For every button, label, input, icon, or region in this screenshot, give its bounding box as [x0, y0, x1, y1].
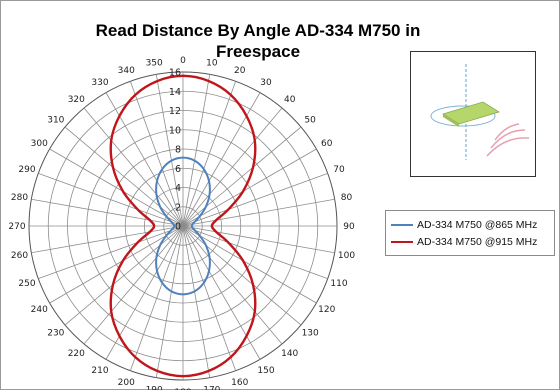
- grid-spoke: [129, 225, 184, 371]
- series-line-0: [155, 156, 211, 296]
- rfid-tag-radiation-icon: [410, 51, 536, 177]
- angle-tick-label: 50: [304, 115, 316, 125]
- grid-spoke: [182, 198, 335, 227]
- angle-tick-label: 350: [146, 59, 163, 69]
- radial-tick-label: 8: [175, 145, 181, 156]
- angle-tick-label: 240: [31, 305, 48, 315]
- angle-tick-label: 0: [180, 56, 186, 66]
- chart-title-line-1: Read Distance By Angle AD-334 M750 in: [96, 21, 421, 40]
- grid-spoke: [38, 172, 184, 227]
- radial-tick-label: 10: [169, 125, 181, 136]
- angle-tick-label: 140: [281, 349, 298, 359]
- angle-tick-label: 270: [8, 222, 25, 232]
- legend: AD-334 M750 @865 MHz AD-334 M750 @915 MH…: [385, 210, 555, 256]
- grid-spoke: [129, 81, 184, 227]
- grid-spoke: [182, 225, 211, 378]
- grid-spoke: [31, 198, 184, 227]
- radiation-wave-3: [486, 137, 530, 157]
- angle-tick-label: 200: [118, 378, 135, 388]
- radial-tick-label: 0: [175, 222, 181, 233]
- legend-item-865: AD-334 M750 @865 MHz: [391, 218, 537, 232]
- angle-tick-label: 20: [234, 66, 246, 76]
- grid-spoke: [49, 225, 184, 304]
- angle-tick-label: 30: [260, 78, 272, 88]
- angle-tick-label: 190: [146, 385, 163, 390]
- grid-spoke: [155, 225, 184, 378]
- angle-tick-label: 230: [47, 329, 64, 339]
- grid-spoke: [64, 126, 184, 227]
- radiation-wave-2: [490, 129, 526, 149]
- angle-tick-label: 260: [11, 251, 28, 261]
- tag-body: [442, 101, 500, 125]
- legend-item-915: AD-334 M750 @915 MHz: [391, 235, 537, 249]
- angle-tick-label: 40: [284, 95, 296, 105]
- grid-spoke: [182, 126, 302, 227]
- grid-spoke: [182, 225, 237, 371]
- grid-spoke: [182, 107, 283, 227]
- angle-tick-label: 250: [18, 279, 35, 289]
- illustration-graphic: [430, 64, 530, 160]
- angle-tick-label: 280: [11, 193, 28, 203]
- grid-spoke: [182, 81, 237, 227]
- legend-label-865: AD-334 M750 @865 MHz: [417, 219, 538, 231]
- series-lines: [109, 74, 257, 378]
- grid-spoke: [182, 172, 328, 227]
- radial-tick-label: 2: [175, 202, 181, 213]
- grid-spoke: [182, 225, 335, 254]
- angle-tick-label: 330: [91, 78, 108, 88]
- angle-tick-label: 180: [174, 388, 191, 390]
- radiation-wave-1: [494, 123, 520, 141]
- angle-tick-label: 290: [18, 165, 35, 175]
- angle-tick-label: 110: [330, 279, 347, 289]
- grid-spoke: [182, 74, 211, 227]
- polar-grid: [28, 71, 338, 381]
- grid-spoke: [83, 225, 184, 345]
- angle-tick-label: 150: [257, 366, 274, 376]
- grid-spoke: [182, 225, 302, 326]
- legend-swatch-865: [391, 224, 413, 226]
- angle-tick-label: 160: [231, 378, 248, 388]
- angle-tick-label: 120: [318, 305, 335, 315]
- radial-labels: 0 2 4 6 8 10 12 14 16: [169, 68, 181, 233]
- legend-label-915: AD-334 M750 @915 MHz: [417, 236, 538, 248]
- grid-spoke: [182, 148, 317, 227]
- radial-tick-label: 14: [169, 87, 181, 98]
- grid-spoke: [182, 225, 328, 280]
- grid-spoke: [155, 74, 184, 227]
- angle-tick-label: 220: [68, 349, 85, 359]
- angle-tick-label: 170: [203, 385, 220, 390]
- grid-spoke: [64, 225, 184, 326]
- grid-spoke: [31, 225, 184, 254]
- orbit-ellipse: [430, 105, 496, 127]
- angle-tick-label: 10: [206, 59, 218, 69]
- angle-tick-label: 100: [338, 251, 355, 261]
- angle-tick-label: 310: [47, 115, 64, 125]
- angle-tick-label: 70: [333, 165, 345, 175]
- angle-tick-label: 80: [341, 193, 353, 203]
- legend-swatch-915: [391, 241, 413, 243]
- angle-tick-label: 90: [343, 222, 355, 232]
- angle-tick-label: 300: [31, 139, 48, 149]
- angle-labels: 0 102030405060708090100110120130140150160…: [8, 56, 355, 390]
- angle-tick-label: 340: [118, 66, 135, 76]
- tag-edge: [443, 114, 459, 127]
- chart-title-line-2: Freespace: [216, 42, 300, 61]
- grid-spoke: [182, 225, 283, 345]
- angle-tick-label: 60: [321, 139, 333, 149]
- radial-tick-label: 16: [169, 68, 181, 79]
- radial-tick-label: 6: [175, 164, 181, 175]
- grid-spoke: [83, 107, 184, 227]
- grid-spoke: [182, 225, 317, 304]
- angle-tick-label: 320: [68, 95, 85, 105]
- angle-tick-label: 130: [302, 329, 319, 339]
- radial-tick-label: 12: [169, 106, 181, 117]
- grid-spoke: [38, 225, 184, 280]
- series-line-1: [109, 74, 257, 378]
- angle-tick-label: 210: [91, 366, 108, 376]
- grid-spoke: [49, 148, 184, 227]
- radial-tick-label: 4: [175, 183, 181, 194]
